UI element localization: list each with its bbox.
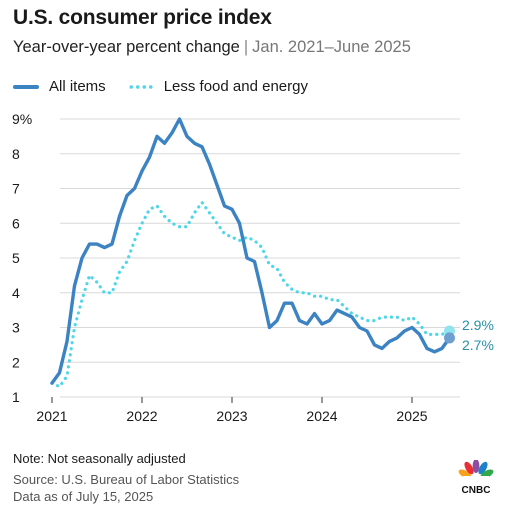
legend-item-all-items: All items — [13, 78, 106, 95]
y-tick-label: 6 — [12, 215, 20, 231]
end-label-all-items: 2.7% — [462, 337, 494, 353]
y-tick-label: 1 — [12, 389, 20, 405]
peacock-icon: CNBC — [458, 459, 494, 496]
footnote: Note: Not seasonally adjusted — [13, 451, 186, 466]
chart-title: U.S. consumer price index — [13, 6, 272, 29]
legend-swatch-dotted — [127, 84, 154, 89]
y-tick-label: 5 — [12, 250, 20, 266]
cnbc-wordmark: CNBC — [462, 485, 491, 496]
legend-swatch-solid — [13, 84, 39, 89]
x-tick-label: 2024 — [306, 408, 337, 424]
x-tick-label: 2022 — [126, 408, 157, 424]
subtitle-date-range: Jan. 2021–June 2025 — [252, 38, 411, 56]
x-tick-label: 2021 — [36, 408, 67, 424]
y-tick-label: 9% — [12, 111, 32, 127]
y-tick-label: 7 — [12, 181, 20, 197]
legend-label-all-items: All items — [49, 78, 106, 95]
y-tick-label: 3 — [12, 320, 20, 336]
series-line-all-items — [50, 117, 452, 385]
subtitle-separator: | — [243, 38, 249, 56]
chart-subtitle: Year-over-year percent change | Jan. 2021–… — [13, 38, 411, 57]
x-tick-label: 2023 — [216, 408, 247, 424]
series-line-less-food-and-energy — [50, 199, 452, 389]
data-date: Data as of July 15, 2025 — [13, 489, 154, 504]
y-tick-label: 8 — [12, 146, 20, 162]
y-tick-label: 4 — [12, 285, 20, 301]
source-line: Source: U.S. Bureau of Labor Statistics — [13, 472, 240, 487]
legend-label-core: Less food and energy — [163, 78, 308, 95]
end-marker-all-items — [444, 332, 455, 344]
cnbc-logo: CNBC — [454, 459, 498, 501]
end-label-less-food-and-energy: 2.9% — [462, 317, 494, 333]
legend-item-core: Less food and energy — [127, 78, 308, 95]
subtitle-measure: Year-over-year percent change — [13, 38, 240, 56]
cpi-line-chart: 1 2 3 4 5 6 7 8 9% 2021 2022 2023 2024 2025 2.9% 2.7% — [12, 111, 494, 424]
chart-legend: All items Less food and energy — [13, 78, 330, 95]
x-tick-label: 2025 — [396, 408, 427, 424]
y-tick-label: 2 — [12, 354, 20, 370]
